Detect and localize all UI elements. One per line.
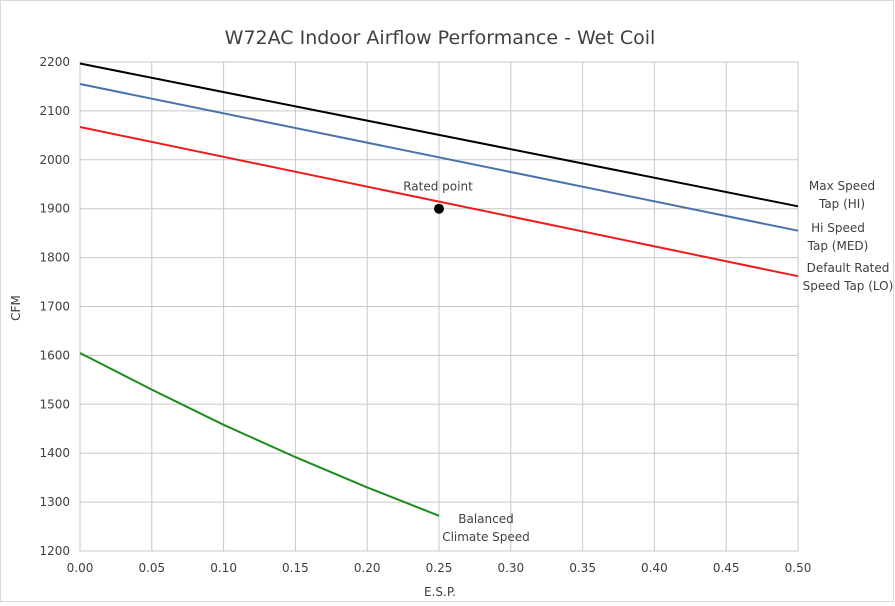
series-label-line: Default Rated: [807, 261, 890, 275]
series-label: Balanced Climate Speed: [442, 512, 530, 544]
x-tick-label: 0.40: [641, 561, 668, 575]
series-label: Default Rated Speed Tap (LO): [803, 261, 894, 293]
rated-point-label: Rated point: [403, 180, 473, 194]
y-tick-label: 1500: [39, 397, 70, 411]
series-line: [79, 62, 799, 208]
x-tick-label: 0.35: [569, 561, 596, 575]
series-line: [79, 352, 440, 517]
series-layer: [79, 62, 799, 517]
rated-point-marker: [434, 203, 444, 214]
x-axis-label: E.S.P.: [424, 585, 456, 599]
series-label: Hi Speed Tap (MED): [807, 221, 869, 253]
y-tick-label: 2100: [39, 104, 70, 118]
x-tick-label: 0.25: [426, 561, 453, 575]
y-tick-label: 1400: [39, 446, 70, 460]
y-tick-label: 2000: [39, 153, 70, 167]
y-axis-label: CFM: [9, 295, 23, 321]
x-tick-label: 0.45: [713, 561, 740, 575]
y-tick-label: 1300: [39, 495, 70, 509]
x-tick-label: 0.20: [354, 561, 381, 575]
x-tick-label: 0.00: [67, 561, 94, 575]
y-tick-label: 1900: [39, 202, 70, 216]
series-label-line: Balanced: [458, 512, 513, 526]
y-tick-label: 1800: [39, 251, 70, 265]
plot-area: [79, 61, 799, 552]
series-label-line: Hi Speed: [811, 221, 865, 235]
series-line: [79, 83, 799, 232]
y-tick-label: 1200: [39, 544, 70, 558]
y-tick-label: 1600: [39, 348, 70, 362]
series-label-line: Speed Tap (LO): [803, 279, 894, 293]
series-label: Max Speed Tap (HI): [809, 179, 875, 211]
series-label-line: Max Speed: [809, 179, 875, 193]
y-tick-label: 2200: [39, 55, 70, 69]
series-label-line: Climate Speed: [442, 530, 530, 544]
x-tick-label: 0.30: [497, 561, 524, 575]
x-tick-label: 0.50: [785, 561, 812, 575]
series-label-line: Tap (HI): [818, 197, 865, 211]
chart-title: W72AC Indoor Airflow Performance - Wet C…: [225, 27, 656, 49]
gridlines: [79, 61, 799, 552]
y-tick-label: 1700: [39, 300, 70, 314]
series-label-line: Tap (MED): [807, 239, 869, 253]
labels-layer: 0.00 0.05 0.10 0.15 0.20 0.25 0.30 0.35 0.40 0.45…: [39, 55, 893, 575]
x-tick-label: 0.05: [138, 561, 165, 575]
x-tick-label: 0.15: [282, 561, 309, 575]
x-tick-label: 0.10: [210, 561, 237, 575]
series-line: [79, 126, 799, 278]
